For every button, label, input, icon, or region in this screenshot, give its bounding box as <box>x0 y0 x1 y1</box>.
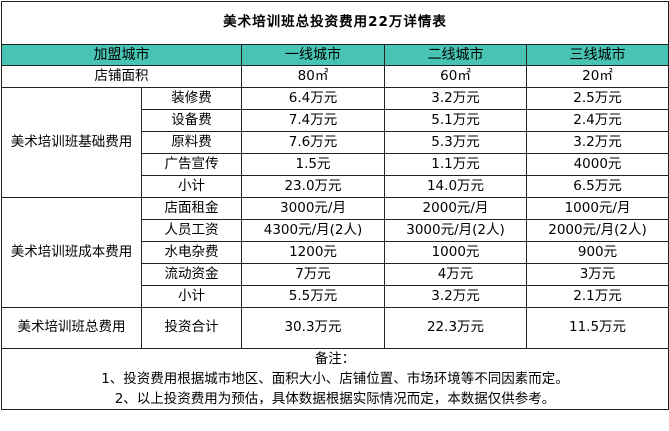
cell-value: 7.6万元 <box>241 131 385 154</box>
cell-value: 1.5元 <box>241 153 385 176</box>
notes-row: 备注： 1、投资费用根据城市地区、面积大小、店铺位置、市场环境等不同因素而定。 … <box>0 348 669 410</box>
total-row: 美术培训班总费用 投资合计 30.3万元 22.3万元 11.5万元 <box>1 307 669 349</box>
cell-value: 5.3万元 <box>384 131 527 154</box>
cell-value: 30.3万元 <box>241 307 385 349</box>
cell-value: 5.1万元 <box>384 109 527 132</box>
cell-value: 3000元/月 <box>241 197 385 220</box>
row-label: 流动资金 <box>141 263 242 286</box>
investment-table: 美术培训班总投资费用22万详情表 加盟城市 一线城市 二线城市 三线城市 店铺面… <box>0 1 669 410</box>
cell-value: 1000元/月 <box>525 197 669 220</box>
table-row: 水电杂费 1200元 1000元 900元 <box>2 241 669 264</box>
row-label: 原料费 <box>141 131 242 154</box>
basic-cost-category: 美术培训班基础费用 <box>1 87 142 198</box>
cell-value: 7万元 <box>241 263 385 286</box>
row-label: 人员工资 <box>141 219 242 242</box>
cell-value: 4000元 <box>525 153 669 176</box>
table-row: 广告宣传 1.5元 1.1万元 4000元 <box>2 153 669 176</box>
cell-value: 11.5万元 <box>525 307 669 349</box>
cell-value: 4万元 <box>384 263 527 286</box>
area-label: 店铺面积 <box>1 65 242 88</box>
table-row: 流动资金 7万元 4万元 3万元 <box>2 263 669 286</box>
cell-value: 1000元 <box>384 241 527 264</box>
cell-value: 2.5万元 <box>525 87 669 110</box>
row-label: 小计 <box>141 285 242 308</box>
area-value: 60㎡ <box>384 65 527 88</box>
notes-title: 备注： <box>314 351 356 367</box>
cell-value: 900元 <box>525 241 669 264</box>
notes: 备注： 1、投资费用根据城市地区、面积大小、店铺位置、市场环境等不同因素而定。 … <box>0 348 669 410</box>
header-tier1: 一线城市 <box>241 44 385 66</box>
note-line: 2、以上投资费用为预估，具体数据根据实际情况而定，本数据仅供参考。 <box>114 391 556 407</box>
cell-value: 3.2万元 <box>384 87 527 110</box>
row-label: 广告宣传 <box>141 153 242 176</box>
row-label: 设备费 <box>141 109 242 132</box>
operating-cost-category: 美术培训班成本费用 <box>1 197 142 308</box>
cell-value: 2000元/月 <box>384 197 527 220</box>
total-cost-category: 美术培训班总费用 <box>1 307 142 349</box>
cell-value: 7.4万元 <box>241 109 385 132</box>
area-row: 店铺面积 80㎡ 60㎡ 20㎡ <box>1 65 669 88</box>
cell-value: 3.2万元 <box>525 131 669 154</box>
area-value: 20㎡ <box>525 65 669 88</box>
cell-value: 4300元/月(2人) <box>241 219 385 242</box>
cell-value: 6.5万元 <box>525 175 669 198</box>
cell-value: 1200元 <box>241 241 385 264</box>
row-label: 装修费 <box>141 87 242 110</box>
cell-value: 3.2万元 <box>384 285 527 308</box>
cell-value: 2.1万元 <box>525 285 669 308</box>
note-line: 1、投资费用根据城市地区、面积大小、店铺位置、市场环境等不同因素而定。 <box>101 371 569 387</box>
header-city: 加盟城市 <box>1 44 242 66</box>
table-row: 美术培训班基础费用 装修费 6.4万元 3.2万元 2.5万元 <box>1 87 669 198</box>
cell-value: 2.4万元 <box>525 109 669 132</box>
cell-value: 14.0万元 <box>384 175 527 198</box>
row-label: 小计 <box>141 175 242 198</box>
row-label: 投资合计 <box>141 307 242 349</box>
row-label: 店面租金 <box>141 197 242 220</box>
row-label: 水电杂费 <box>141 241 242 264</box>
subtotal-row: 小计 23.0万元 14.0万元 6.5万元 <box>2 175 669 198</box>
cell-value: 23.0万元 <box>241 175 385 198</box>
cell-value: 3万元 <box>525 263 669 286</box>
table-title: 美术培训班总投资费用22万详情表 <box>0 1 669 45</box>
header-row: 加盟城市 一线城市 二线城市 三线城市 <box>1 44 669 66</box>
table-row: 美术培训班成本费用 店面租金 3000元/月 2000元/月 1000元/月 <box>1 197 669 308</box>
cell-value: 3000元/月(2人) <box>384 219 527 242</box>
cell-value: 5.5万元 <box>241 285 385 308</box>
header-tier2: 二线城市 <box>384 44 527 66</box>
cell-value: 6.4万元 <box>241 87 385 110</box>
table-row: 人员工资 4300元/月(2人) 3000元/月(2人) 2000元/月(2人) <box>2 219 669 242</box>
cell-value: 1.1万元 <box>384 153 527 176</box>
area-value: 80㎡ <box>241 65 385 88</box>
cell-value: 22.3万元 <box>384 307 527 349</box>
header-tier3: 三线城市 <box>525 44 669 66</box>
cell-value: 2000元/月(2人) <box>525 219 669 242</box>
